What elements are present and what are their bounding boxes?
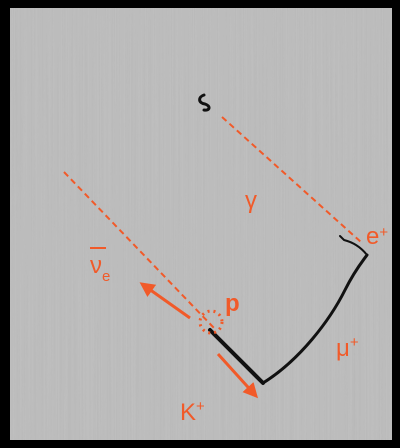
photo: γ e+ νe p μ+ K+ — [0, 0, 400, 448]
film-streaks — [10, 8, 392, 440]
positron-sup: + — [379, 224, 388, 241]
gamma-label: γ — [245, 187, 257, 214]
antineutrino-base: ν — [90, 252, 102, 279]
muon-sup: + — [350, 334, 359, 351]
proton-label: p — [225, 290, 240, 317]
kaon-sup: + — [196, 398, 205, 415]
antineutrino-sub: e — [102, 268, 110, 285]
positron-base: e — [366, 223, 379, 250]
muon-base: μ — [336, 335, 350, 362]
kaon-base: K — [180, 399, 196, 426]
